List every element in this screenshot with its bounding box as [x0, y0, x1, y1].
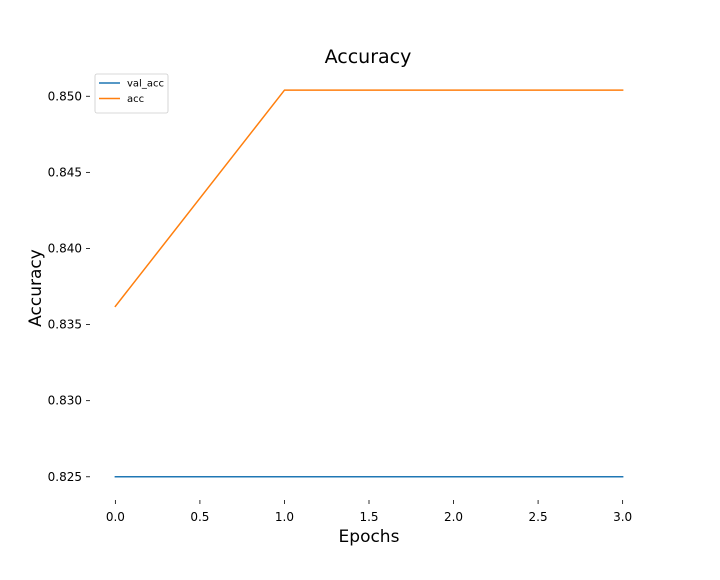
series-layer [114, 89, 624, 478]
x-tick-label: 3.0 [613, 510, 632, 524]
chart-title: Accuracy [325, 46, 412, 68]
x-tick-label: 2.5 [529, 510, 548, 524]
x-tick-label: 0.5 [190, 510, 209, 524]
x-tick-label: 1.5 [359, 510, 378, 524]
x-tick-label: 2.0 [444, 510, 463, 524]
legend-label: acc [127, 94, 144, 105]
legend-label: val_acc [127, 79, 164, 90]
y-tick-label: 0.845 [48, 165, 82, 179]
x-axis-ticks: 0.0 0.5 1.0 1.5 2.0 2.5 3.0 [106, 500, 632, 524]
y-tick-label: 0.850 [48, 89, 82, 103]
x-tick-label: 1.0 [275, 510, 294, 524]
y-tick-label: 0.830 [48, 394, 82, 408]
x-axis-title: Epochs [339, 527, 400, 547]
y-axis-title: Accuracy [26, 249, 46, 327]
series-line-acc [114, 89, 624, 308]
y-tick-label: 0.840 [48, 241, 82, 255]
y-tick-label: 0.825 [48, 470, 82, 484]
y-tick-label: 0.835 [48, 318, 82, 332]
y-axis-ticks: 0.825 0.830 0.835 0.840 0.845 0.850 [48, 89, 90, 484]
x-tick-label: 0.0 [106, 510, 125, 524]
